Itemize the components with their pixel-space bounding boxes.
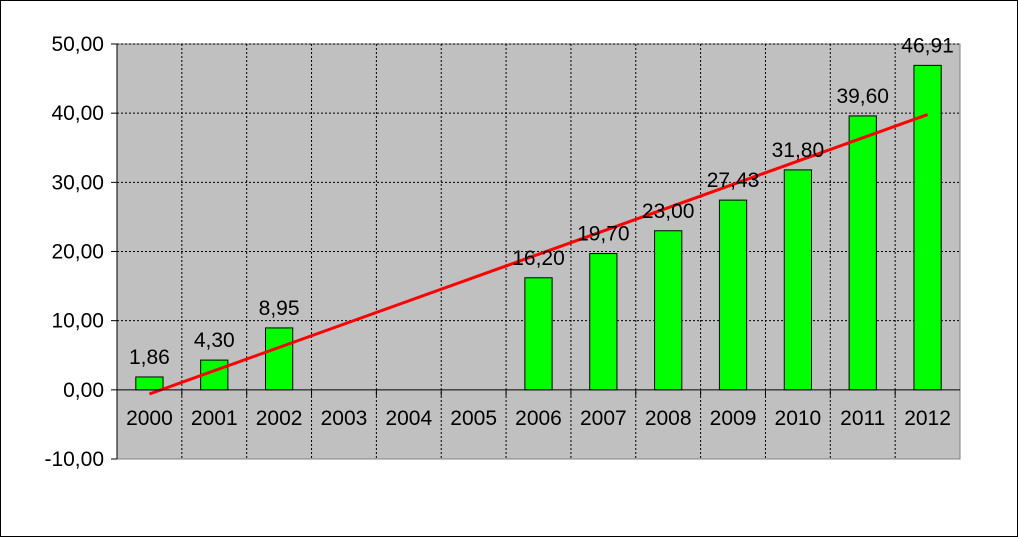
data-label: 19,70: [577, 223, 630, 246]
bars: [135, 64, 942, 391]
y-tick-label: -10,00: [44, 448, 104, 471]
x-tick-label: 2012: [904, 407, 951, 430]
bar: [654, 230, 683, 391]
data-label: 1,86: [129, 346, 170, 369]
x-tick-label: 2010: [775, 407, 822, 430]
trendline-group: [148, 113, 929, 396]
data-label: 4,30: [194, 329, 235, 352]
data-label: 27,43: [707, 169, 760, 192]
axes: [111, 43, 960, 460]
bar: [718, 199, 748, 391]
x-tick-label: 2009: [710, 407, 757, 430]
bar: [913, 64, 942, 391]
bar: [589, 253, 618, 391]
data-label: 16,20: [512, 247, 565, 270]
y-tick-label: 30,00: [51, 171, 104, 194]
bar: [135, 376, 164, 391]
trendline: [148, 113, 929, 396]
x-tick-label: 2003: [321, 407, 368, 430]
bar: [848, 115, 877, 391]
x-tick-label: 2011: [840, 407, 885, 430]
x-tick-label: 2006: [515, 407, 562, 430]
y-tick-label: 20,00: [51, 241, 104, 264]
x-tick-label: 2002: [256, 407, 303, 430]
y-tick-label: 10,00: [51, 310, 104, 333]
x-tick-label: 2000: [126, 407, 173, 430]
data-labels: 1,86 4,30 8,95 16,20 19,70 23,00 27,43 31,80 39,…: [129, 34, 954, 369]
data-label: 46,91: [901, 34, 954, 57]
x-tick-label: 2001: [191, 407, 238, 430]
data-label: 23,00: [642, 200, 695, 223]
bar: [264, 327, 294, 391]
x-tick-label: 2008: [645, 407, 692, 430]
y-tick-label: 40,00: [51, 102, 104, 125]
x-tick-label: 2005: [450, 407, 497, 430]
y-axis-ticks: -10,00 0,00 10,00 20,00 30,00 40,00 50,00: [44, 33, 104, 471]
x-axis-labels: 2000 2001 2002 2003 2004 2005 2006 2007 2008 2009…: [126, 407, 951, 430]
bar: [524, 277, 553, 391]
bar: [783, 169, 813, 391]
y-tick-label: 0,00: [63, 379, 104, 402]
x-tick-label: 2007: [580, 407, 627, 430]
data-label: 31,80: [772, 139, 825, 162]
data-label: 39,60: [836, 85, 889, 108]
x-tick-label: 2004: [385, 407, 432, 430]
y-tick-label: 50,00: [51, 33, 104, 56]
data-label: 8,95: [259, 297, 300, 320]
